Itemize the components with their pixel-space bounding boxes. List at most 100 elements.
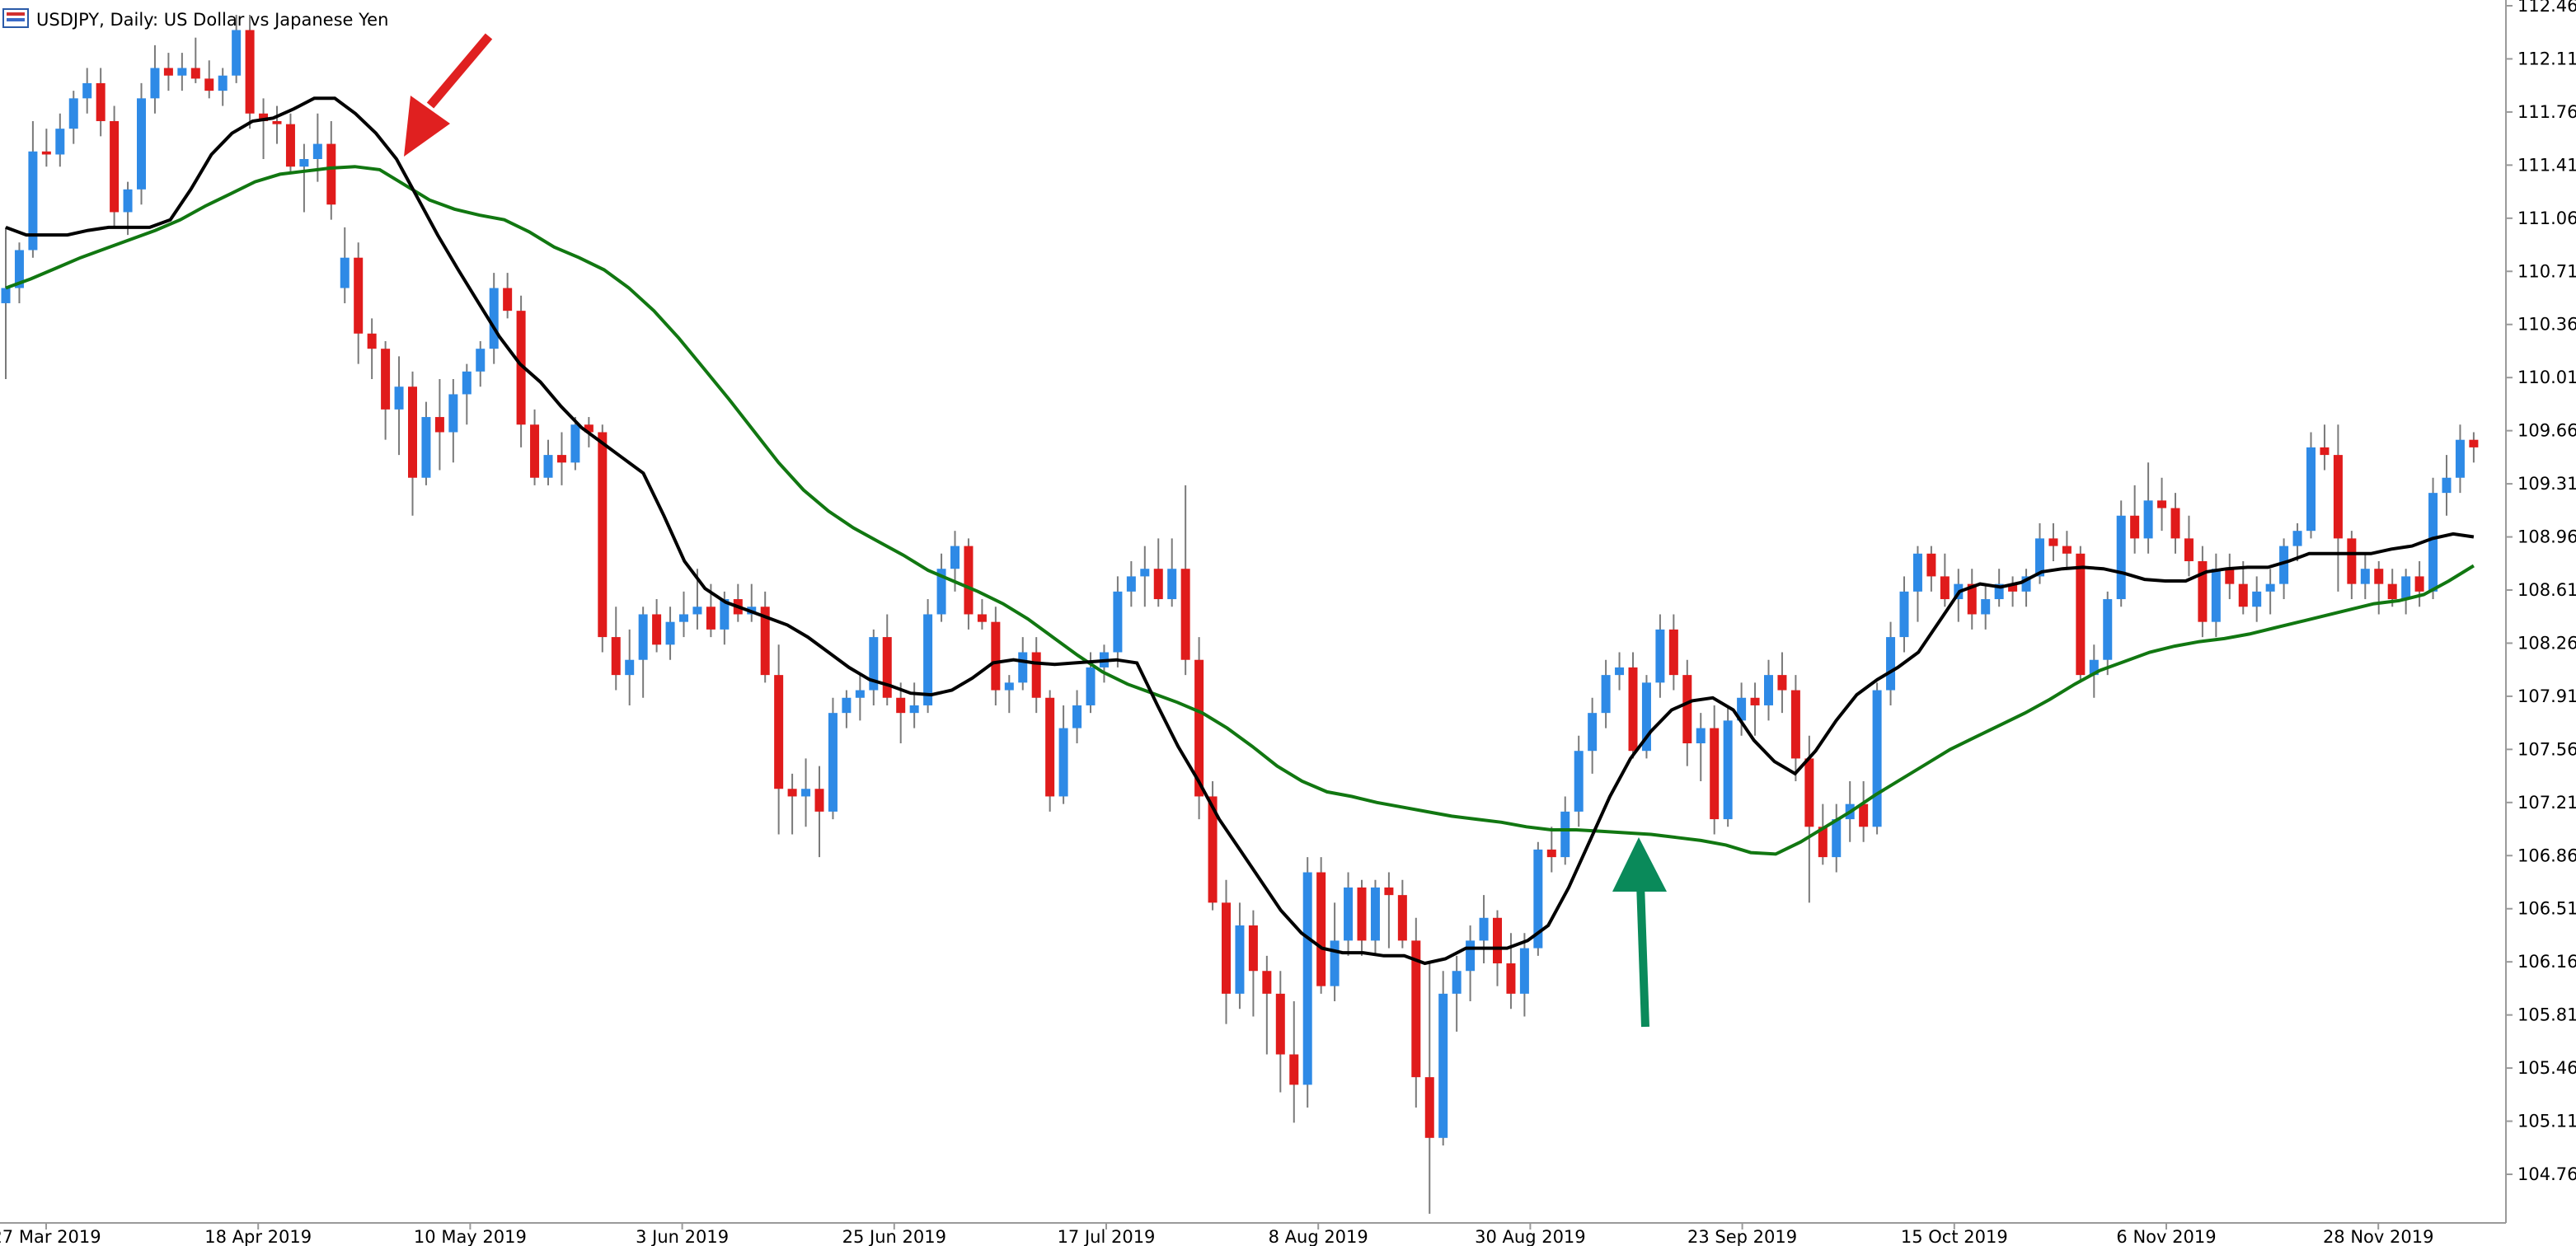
candle-body-up bbox=[543, 455, 553, 478]
candle-body-up bbox=[28, 151, 38, 251]
candle-body-down bbox=[2170, 508, 2180, 539]
candle-body-up bbox=[312, 143, 322, 159]
y-tick-labels: 112.460 112.110 111.760 111.410 111.060 110.7… bbox=[2506, 0, 2576, 1184]
candle-body-up bbox=[1126, 576, 1136, 592]
x-tick-label: 6 Nov 2019 bbox=[2116, 1227, 2216, 1246]
candle-body-up bbox=[570, 424, 580, 463]
candle-body-down bbox=[204, 78, 214, 91]
candle-body-up bbox=[177, 68, 187, 76]
candle-body-up bbox=[1330, 940, 1340, 986]
candle-body-down bbox=[272, 120, 282, 124]
candle-body-down bbox=[1546, 849, 1556, 858]
candle-body-down bbox=[2469, 439, 2479, 447]
candle-body-up bbox=[421, 417, 431, 478]
candle-body-up bbox=[2211, 569, 2221, 622]
candle-body-up bbox=[1344, 887, 1354, 941]
candle-body-up bbox=[801, 789, 811, 797]
moving-averages bbox=[5, 96, 2475, 966]
candle-body-up bbox=[1981, 599, 1991, 615]
candle-body-up bbox=[936, 569, 946, 615]
candle-body-down bbox=[652, 614, 662, 645]
candle-body-up bbox=[462, 371, 472, 395]
candle-body-up bbox=[2306, 447, 2316, 532]
candle-body-up bbox=[1072, 705, 1082, 728]
candle-body-up bbox=[1466, 940, 1476, 972]
candle-body-down bbox=[1710, 728, 1720, 820]
candle-body-up bbox=[2089, 659, 2099, 676]
candle-body-up bbox=[1058, 728, 1068, 797]
candle-body-down bbox=[1194, 659, 1204, 797]
y-tick-label: 109.310 bbox=[2517, 474, 2576, 494]
candle-body-down bbox=[2130, 515, 2140, 539]
candle-body-down bbox=[1222, 902, 1231, 994]
candle-body-down bbox=[1248, 925, 1258, 972]
candle-body-up bbox=[665, 621, 675, 645]
candle-body-down bbox=[964, 546, 974, 615]
candle-body-down bbox=[991, 621, 1001, 691]
candle-body-up bbox=[842, 697, 852, 714]
sell-signal-arrow bbox=[404, 33, 493, 157]
candle-body-up bbox=[14, 250, 24, 288]
candle-body-up bbox=[1615, 667, 1625, 676]
y-axis: 112.460 112.110 111.760 111.410 111.060 110.7… bbox=[2505, 0, 2576, 1223]
candle-body-up bbox=[2442, 477, 2452, 494]
candle-body-up bbox=[1832, 819, 1842, 858]
candle-body-down bbox=[1208, 796, 1218, 903]
candle-body-down bbox=[2374, 569, 2384, 584]
candle-body-down bbox=[516, 311, 526, 425]
candle-body-down bbox=[1153, 569, 1163, 600]
candle-body-up bbox=[1737, 697, 1747, 721]
candle-body-up bbox=[1655, 629, 1665, 683]
y-tick-label: 108.960 bbox=[2517, 527, 2576, 547]
candle-body-down bbox=[2347, 538, 2357, 584]
candle-body-down bbox=[1180, 569, 1190, 660]
y-tick-label: 112.460 bbox=[2517, 0, 2576, 16]
candle-body-down bbox=[1397, 895, 1407, 941]
candle-body-up bbox=[476, 349, 486, 372]
candle-body-down bbox=[787, 789, 797, 797]
x-tick-label: 25 Jun 2019 bbox=[842, 1227, 946, 1246]
candle-body-up bbox=[1899, 591, 1909, 638]
candle-body-up bbox=[638, 614, 648, 660]
candle-body-up bbox=[1438, 993, 1448, 1138]
x-tick-label: 27 Mar 2019 bbox=[0, 1227, 101, 1246]
y-tick-label: 108.260 bbox=[2517, 633, 2576, 653]
buy-arrow-head bbox=[1612, 837, 1667, 892]
candle-body-down bbox=[1940, 576, 1950, 600]
candle-body-up bbox=[1588, 713, 1598, 752]
chart-title-icon-blue-bar bbox=[7, 18, 25, 21]
y-tick-label: 105.460 bbox=[2517, 1058, 2576, 1078]
buy-signal-arrow bbox=[1612, 837, 1667, 1028]
y-tick-label: 110.710 bbox=[2517, 261, 2576, 281]
candle-body-down bbox=[1926, 553, 1936, 577]
candle-body-down bbox=[2157, 500, 2167, 508]
y-tick-label: 110.010 bbox=[2517, 368, 2576, 387]
candle-body-down bbox=[2414, 576, 2424, 592]
candle-body-down bbox=[1804, 758, 1814, 827]
candle-body-down bbox=[1262, 971, 1272, 994]
candle-body-down bbox=[110, 120, 120, 213]
candle-body-up bbox=[1533, 849, 1543, 949]
candle-body-up bbox=[1479, 917, 1489, 941]
candle-body-down bbox=[1682, 675, 1692, 743]
candle-body-down bbox=[611, 637, 621, 676]
candle-body-up bbox=[2360, 569, 2370, 584]
candle-body-down bbox=[1859, 803, 1869, 827]
candle-body-down bbox=[1275, 993, 1285, 1055]
candle-body-up bbox=[1994, 583, 2004, 600]
candle-body-down bbox=[190, 68, 200, 79]
candle-body-up bbox=[68, 98, 78, 129]
candle-body-down bbox=[434, 417, 444, 433]
candle-body-down bbox=[706, 607, 716, 630]
candle-body-down bbox=[1289, 1054, 1299, 1085]
chart-title-icon-red-bar bbox=[7, 12, 25, 16]
candle-body-down bbox=[285, 124, 295, 167]
candle-body-up bbox=[1, 288, 11, 303]
x-tick-label: 3 Jun 2019 bbox=[636, 1227, 729, 1246]
candle-body-up bbox=[123, 189, 133, 213]
candle-body-down bbox=[1357, 887, 1367, 941]
candle-body-up bbox=[2116, 515, 2126, 600]
x-tick-label: 15 Oct 2019 bbox=[1901, 1227, 2008, 1246]
candle-body-up bbox=[1912, 553, 1922, 592]
